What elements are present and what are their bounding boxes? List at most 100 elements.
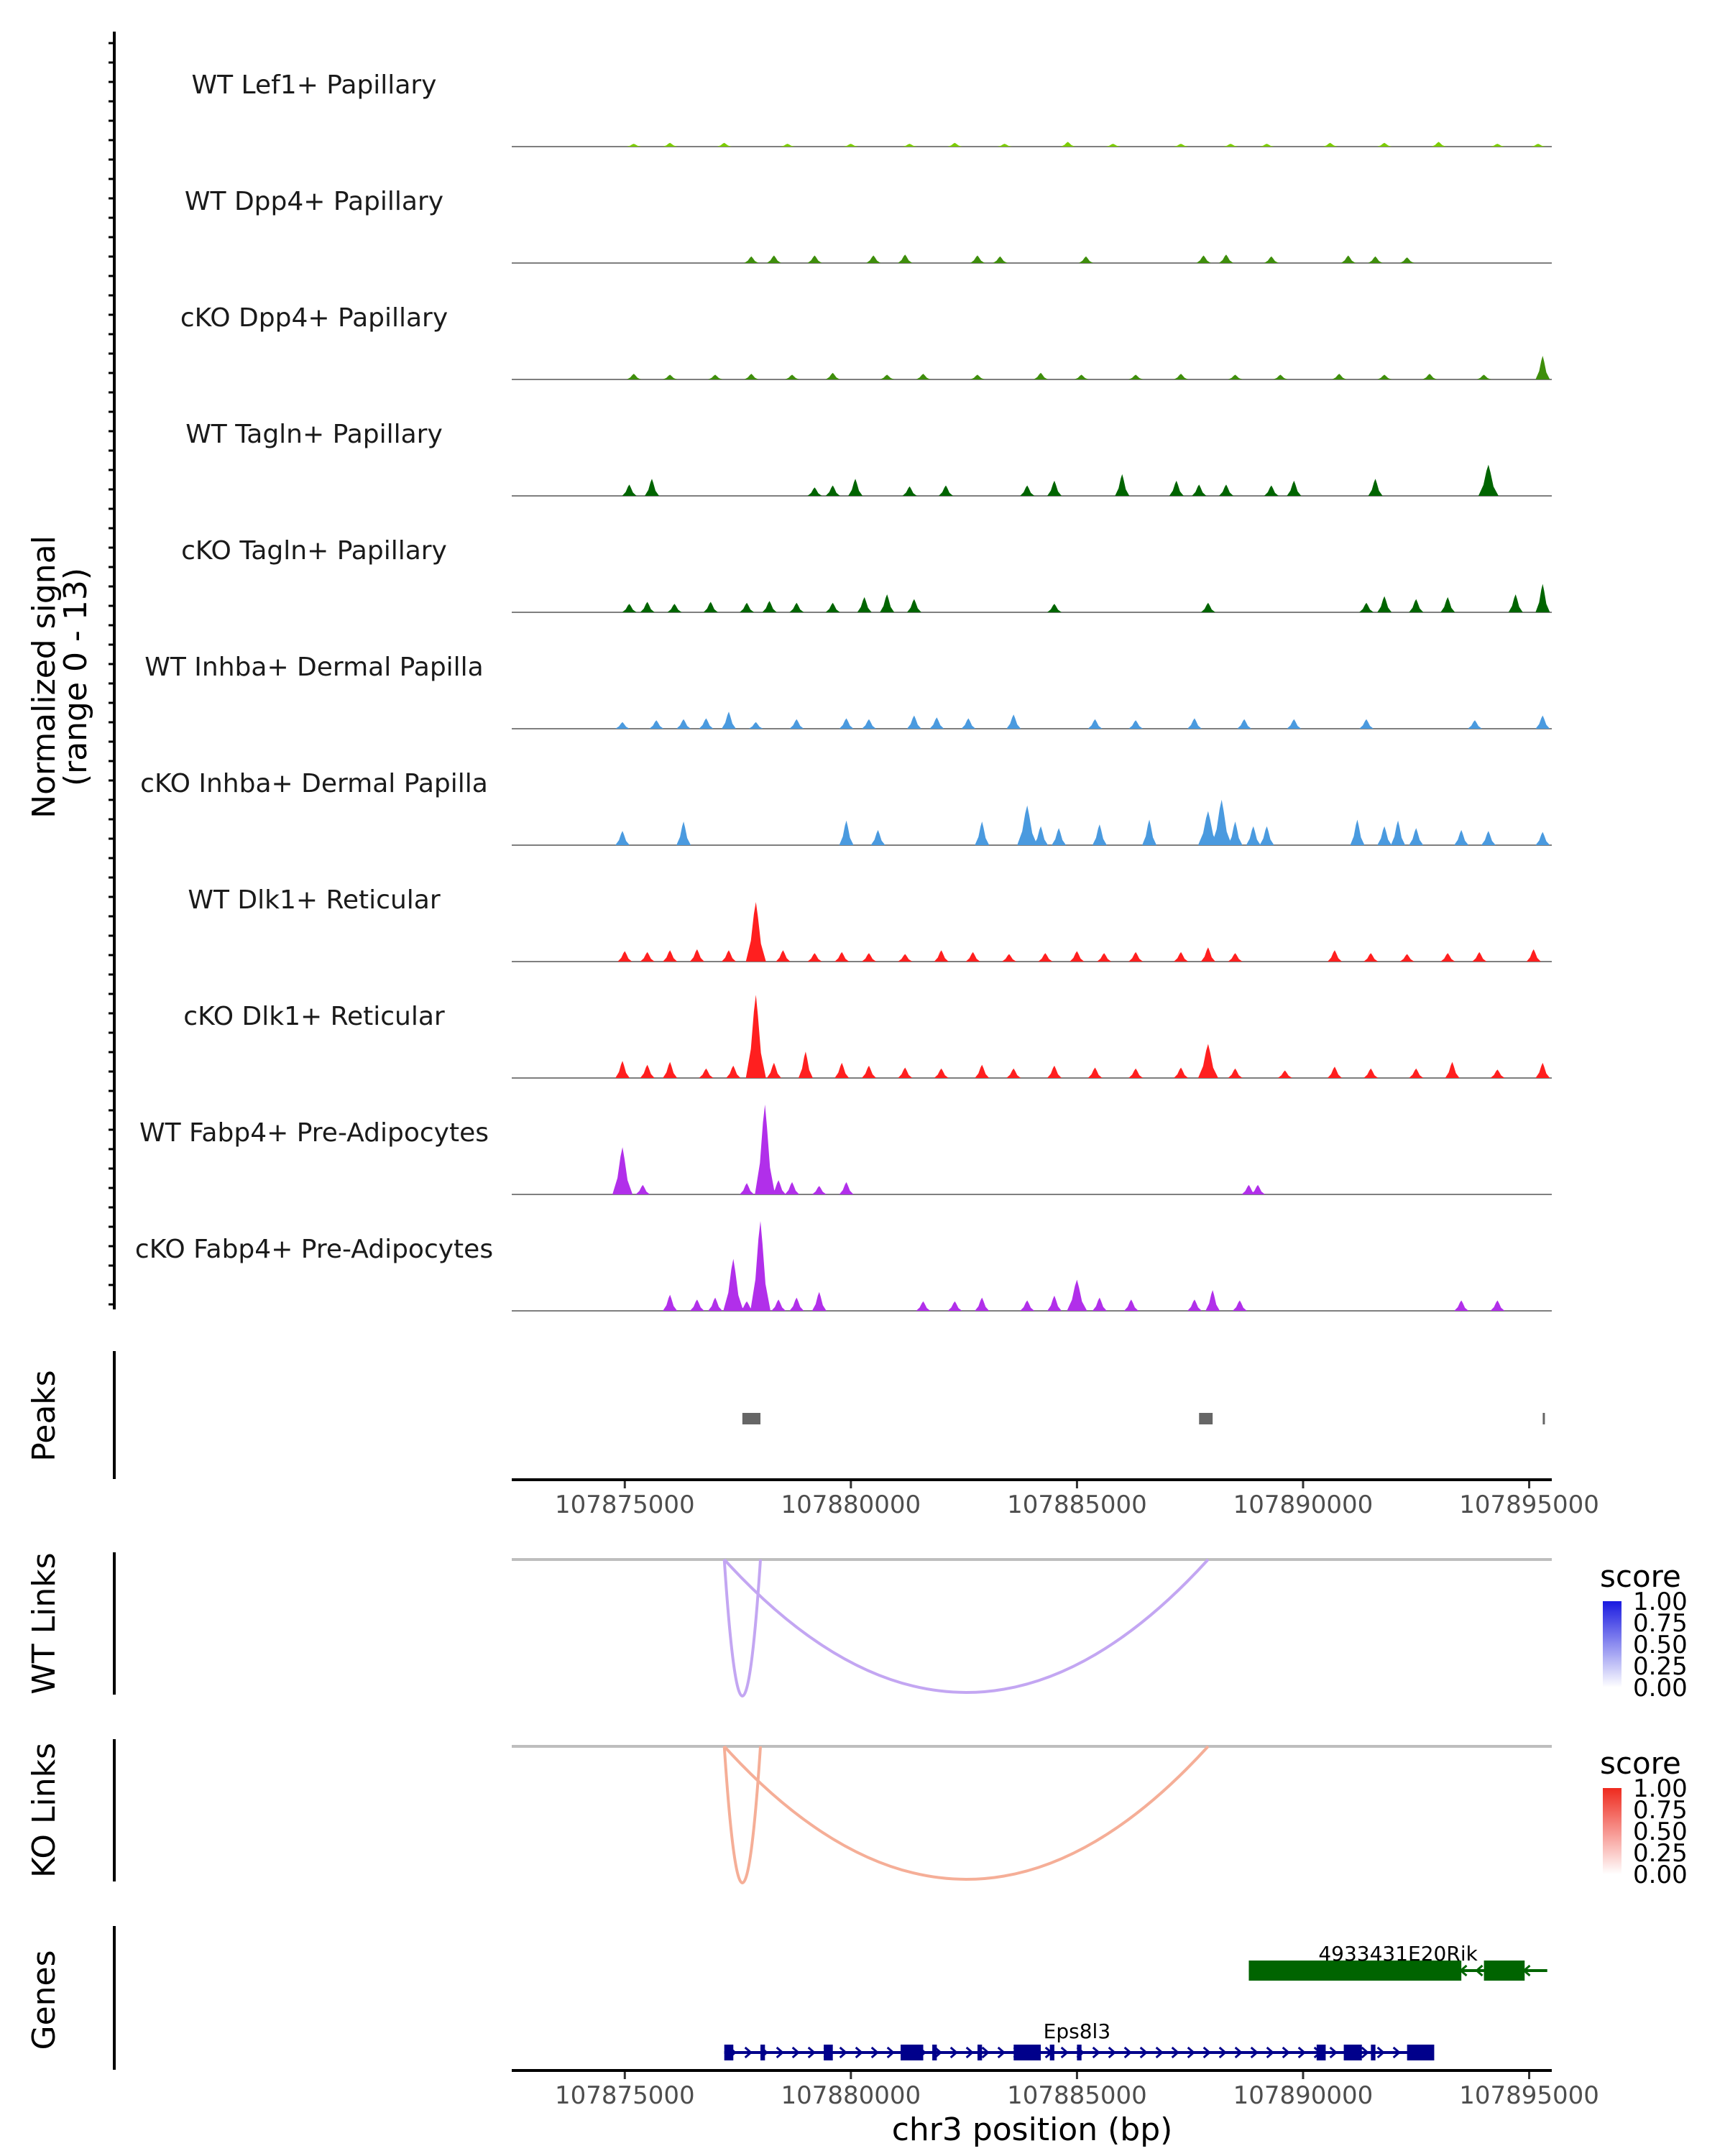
- legend-tick-label: 0.25: [1633, 1652, 1688, 1681]
- coverage-peak: [1287, 480, 1302, 496]
- coverage-peak: [898, 954, 913, 962]
- coverage-peak: [825, 485, 840, 496]
- coverage-peak: [857, 596, 872, 612]
- strand-arrow: [1139, 2046, 1148, 2059]
- strand-arrow: [1269, 1964, 1278, 1977]
- coverage-peak: [612, 1147, 633, 1194]
- coverage-peak: [1017, 805, 1038, 845]
- x-tick-label: 107895000: [1459, 2081, 1599, 2110]
- strand-arrow: [807, 2046, 816, 2059]
- coverage-peak: [975, 821, 990, 845]
- coverage-peak: [1128, 720, 1144, 729]
- coverage-peak: [1128, 1068, 1144, 1078]
- coverage-peak: [780, 144, 795, 147]
- coverage-peak: [1092, 824, 1107, 845]
- coverage-peak: [839, 1181, 854, 1194]
- coverage-peak: [1034, 372, 1049, 379]
- strand-arrow: [1491, 1964, 1499, 1977]
- coverage-peak: [1174, 144, 1189, 147]
- x-tick-label: 107890000: [1233, 2081, 1374, 2110]
- coverage-peak: [1531, 144, 1546, 147]
- coverage-peak: [898, 1067, 913, 1078]
- coverage-peak: [1228, 374, 1243, 379]
- coverage-peak: [1123, 1299, 1138, 1311]
- coverage-peak: [1006, 714, 1021, 729]
- coverage-peak: [1079, 256, 1093, 263]
- coverage-peak: [839, 718, 854, 729]
- coverage-peak: [1478, 464, 1499, 496]
- coverage-peak: [1241, 1184, 1256, 1194]
- coverage-peak: [708, 1297, 723, 1311]
- coverage-track: cKO Tagln+ Papillary: [181, 536, 1552, 613]
- links-label: WT Links: [26, 1552, 63, 1694]
- x-axis-bottom: 107875000 107880000 107885000 107890000 1078…: [555, 2072, 1599, 2110]
- coverage-peak: [1359, 602, 1374, 612]
- coverage-peak: [635, 1184, 650, 1194]
- coverage-peak: [740, 602, 755, 612]
- coverage-peak: [1363, 1068, 1379, 1078]
- strand-arrow: [1282, 2046, 1290, 2059]
- coverage-peak: [939, 485, 953, 496]
- track-label: cKO Fabp4+ Pre-Adipocytes: [135, 1235, 493, 1264]
- coverage-peak: [1196, 255, 1211, 263]
- coverage-peak: [1264, 485, 1279, 496]
- coverage-peak: [1174, 952, 1189, 962]
- coverage-track: WT Lef1+ Papillary: [192, 70, 1552, 147]
- strand-arrow: [839, 2046, 847, 2059]
- gene-exon: [1484, 1961, 1525, 1981]
- coverage-peak: [622, 604, 637, 612]
- coverage-track: WT Dlk1+ Reticular: [188, 885, 1552, 962]
- coverage-peak: [1192, 484, 1207, 496]
- coverage-peak: [929, 717, 944, 729]
- coverage-track: cKO Dpp4+ Papillary: [180, 303, 1552, 380]
- coverage-peak: [975, 1064, 990, 1078]
- coverage-ylabel-line1: Normalized signal: [26, 535, 63, 819]
- coverage-y-ticks: [109, 42, 114, 1306]
- strand-arrow: [1013, 2046, 1021, 2059]
- coverage-peak: [766, 255, 781, 263]
- strand-arrow: [1218, 2046, 1227, 2059]
- coverage-peak: [1377, 596, 1392, 612]
- strand-arrow: [918, 2046, 926, 2059]
- coverage-peak: [1535, 584, 1550, 612]
- coverage-track: WT Inhba+ Dermal Papilla: [144, 653, 1552, 729]
- link-arc: [723, 1558, 1210, 1694]
- coverage-peak: [1223, 144, 1238, 147]
- coverage-peak: [1074, 374, 1089, 379]
- genes-label: Genes: [26, 1950, 63, 2050]
- coverage-peak: [1174, 374, 1189, 379]
- strand-arrow: [1345, 2046, 1353, 2059]
- coverage-peak: [862, 1065, 876, 1078]
- coverage-peak: [1228, 1068, 1243, 1078]
- strand-arrow: [1076, 2046, 1085, 2059]
- coverage-peak: [1169, 480, 1184, 496]
- x-tick-label: 107890000: [1233, 1491, 1374, 1519]
- strand-arrow: [1380, 1964, 1389, 1977]
- coverage-peak: [1535, 831, 1550, 845]
- coverage-peak: [965, 952, 980, 962]
- strand-arrow: [1029, 2046, 1037, 2059]
- coverage-peak: [862, 719, 876, 729]
- coverage-peak: [906, 715, 921, 729]
- genes-panel: Genes 4933431E20Rik Eps8l3 107875000 10788…: [26, 1926, 1599, 2148]
- coverage-peak: [1092, 1297, 1107, 1311]
- track-label: WT Dpp4+ Papillary: [185, 187, 443, 216]
- coverage-peak: [1454, 1300, 1469, 1311]
- coverage-peak: [723, 1258, 744, 1311]
- coverage-peak: [699, 1068, 714, 1078]
- strand-arrow: [823, 2046, 832, 2059]
- coverage-peak: [1087, 1067, 1103, 1078]
- gene-exon: [1013, 2045, 1041, 2060]
- gene-exon: [932, 2045, 937, 2060]
- coverage-peak: [811, 1291, 827, 1311]
- coverage-peak: [1047, 1065, 1062, 1078]
- strand-arrow: [1044, 2046, 1053, 2059]
- coverage-peak: [762, 601, 777, 612]
- strand-arrow: [1475, 1964, 1484, 1977]
- strand-arrow: [1155, 2046, 1164, 2059]
- coverage-peak: [1047, 480, 1062, 496]
- legend-tick-label: 0.00: [1633, 1861, 1688, 1889]
- coverage-peak: [740, 1183, 755, 1194]
- coverage-peak: [1472, 952, 1487, 962]
- coverage-peak: [676, 821, 691, 845]
